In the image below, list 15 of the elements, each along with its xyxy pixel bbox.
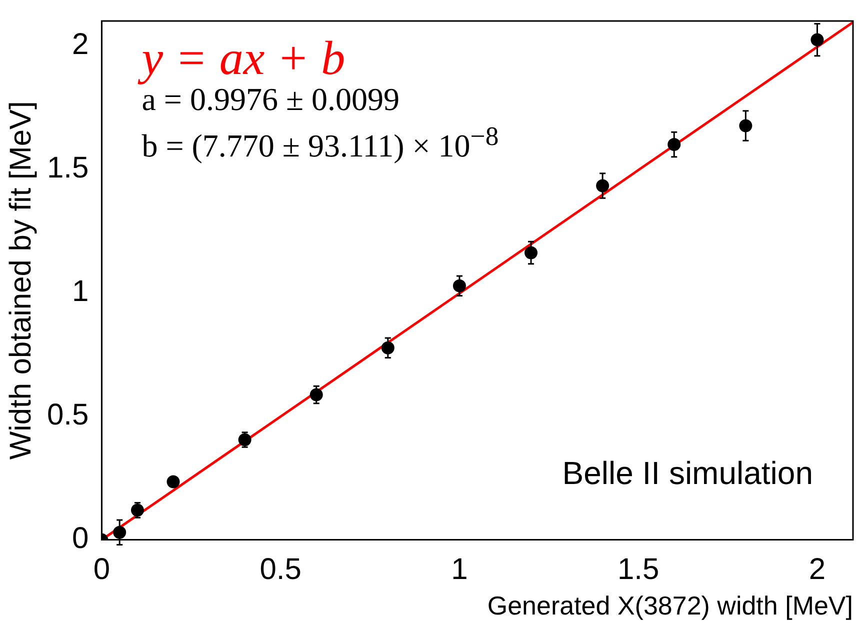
annotation: b = (7.770 ± 93.111) × 10$^{−8}$ [142,121,499,165]
x-tick-label: 1.5 [617,553,660,586]
x-tick-label: 0.5 [260,553,302,586]
y-tick-label: 2 [72,28,89,61]
x-tick-label: 2 [808,553,826,586]
y-tick-label: 0.5 [46,398,89,432]
y-axis-title: Width obtained by fit [MeV] [4,101,38,460]
x-tick-label: 1 [451,553,468,586]
x-tick-label: 0 [93,553,110,586]
x-axis-title: Generated X(3872) width [MeV] [487,590,853,621]
y-tick-label: 1.5 [46,151,89,184]
point [166,475,180,488]
y-tick-label: 0 [72,522,89,556]
annotation: Belle II simulation [562,454,813,492]
y-tick-label: 1 [72,275,89,308]
